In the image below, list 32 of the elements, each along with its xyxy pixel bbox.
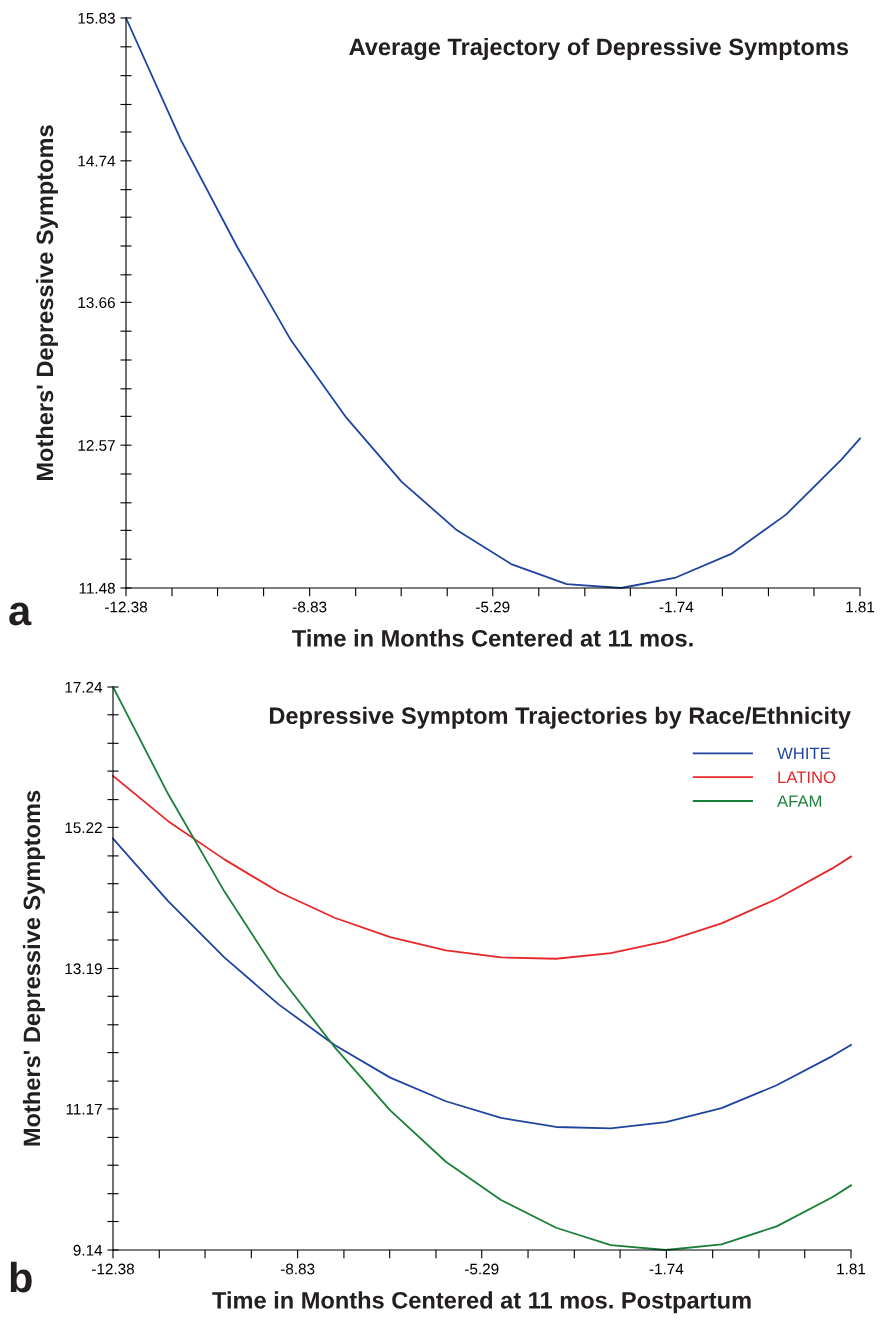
x-tick-label: -1.74	[659, 601, 694, 613]
legend-label: WHITE	[777, 747, 831, 760]
x-tick-label: -8.83	[280, 1263, 315, 1275]
y-tick-label: 11.17	[66, 1103, 102, 1115]
y-axis-title: Mothers' Depressive Symptoms	[35, 125, 58, 481]
line-series	[112, 837, 852, 1130]
y-tick-label: 15.22	[65, 822, 102, 834]
text: Average Trajectory of Depressive Symptoms	[349, 37, 849, 61]
legend-label: AFAM	[777, 795, 822, 807]
y-tick-label: 11.48	[79, 582, 115, 594]
y-tick-label: 12.57	[78, 440, 115, 451]
x-tick-label: -12.38	[92, 1263, 134, 1275]
x-tick-label: -5.29	[476, 601, 510, 613]
x-tick-label: 1.81	[837, 1263, 866, 1275]
x-tick-label: -12.38	[105, 601, 147, 613]
y-tick-label: 15.83	[78, 12, 115, 24]
text: a	[9, 602, 32, 626]
text: b	[10, 1261, 32, 1293]
y-tick-label: 17.24	[65, 681, 103, 693]
x-axis-title: Time in Months Centered at 11 mos. Postpartum	[212, 1291, 751, 1314]
x-axis-title: Time in Months Centered at 11 mos.	[292, 629, 693, 647]
text: Depressive Symptom Trajectories by Race/Ethnicity	[269, 706, 851, 729]
x-tick-label: -5.29	[465, 1263, 499, 1275]
x-tick-label: -8.83	[292, 601, 327, 613]
x-tick-label: 1.81	[846, 601, 875, 613]
y-tick-label: 14.74	[78, 155, 116, 167]
x-tick-label: -1.74	[649, 1263, 684, 1275]
y-axis-title: Mothers' Depressive Symptoms	[22, 790, 45, 1146]
y-tick-label: 9.14	[73, 1244, 103, 1256]
y-tick-label: 13.19	[65, 963, 102, 975]
y-tick-label: 13.66	[78, 297, 115, 309]
legend-label: LATINO	[778, 771, 836, 784]
